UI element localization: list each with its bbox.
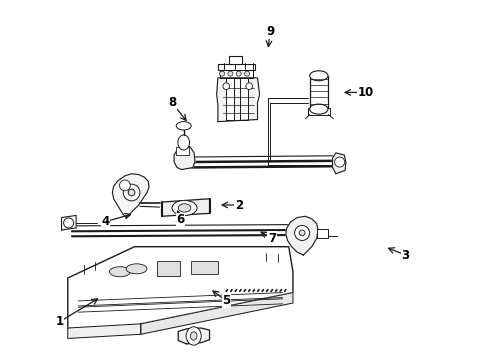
Text: 9: 9 [266, 26, 274, 39]
Polygon shape [62, 215, 76, 230]
Text: 6: 6 [176, 213, 185, 226]
Polygon shape [217, 78, 260, 122]
Text: 5: 5 [222, 294, 230, 307]
Text: 1: 1 [55, 315, 64, 328]
Ellipse shape [191, 332, 197, 340]
Ellipse shape [186, 327, 201, 345]
Ellipse shape [220, 71, 224, 76]
Polygon shape [333, 153, 346, 174]
Ellipse shape [176, 122, 191, 130]
Circle shape [294, 225, 310, 240]
Polygon shape [178, 328, 210, 344]
Bar [191, 261, 218, 274]
Ellipse shape [64, 218, 74, 228]
Bar [157, 261, 180, 276]
Bar [317, 229, 327, 238]
Polygon shape [286, 216, 318, 255]
Ellipse shape [178, 135, 190, 150]
Ellipse shape [245, 71, 249, 76]
Polygon shape [162, 199, 210, 216]
Bar [176, 147, 189, 155]
Polygon shape [174, 145, 195, 170]
Circle shape [335, 157, 344, 167]
Text: 8: 8 [168, 96, 176, 109]
Circle shape [123, 184, 140, 201]
Circle shape [299, 230, 305, 236]
Ellipse shape [236, 71, 241, 76]
Bar [218, 64, 255, 70]
Text: 2: 2 [235, 198, 243, 212]
Ellipse shape [310, 104, 328, 114]
Text: 3: 3 [401, 248, 410, 262]
Ellipse shape [228, 71, 233, 76]
Ellipse shape [178, 204, 191, 212]
Ellipse shape [310, 71, 328, 81]
Polygon shape [141, 293, 293, 334]
Ellipse shape [172, 201, 197, 215]
Polygon shape [68, 324, 141, 338]
Bar [220, 69, 253, 78]
Polygon shape [112, 174, 149, 217]
Circle shape [128, 189, 135, 196]
Text: 10: 10 [358, 86, 374, 99]
Bar [226, 78, 234, 120]
Text: 4: 4 [101, 215, 109, 228]
Bar [310, 76, 328, 109]
Bar [240, 78, 247, 120]
Bar [308, 108, 330, 114]
Ellipse shape [109, 267, 130, 277]
Bar [229, 56, 242, 64]
Ellipse shape [126, 264, 147, 274]
Polygon shape [68, 247, 293, 330]
Circle shape [246, 83, 252, 90]
Text: 7: 7 [268, 232, 276, 245]
Circle shape [223, 83, 230, 90]
Circle shape [120, 180, 130, 191]
